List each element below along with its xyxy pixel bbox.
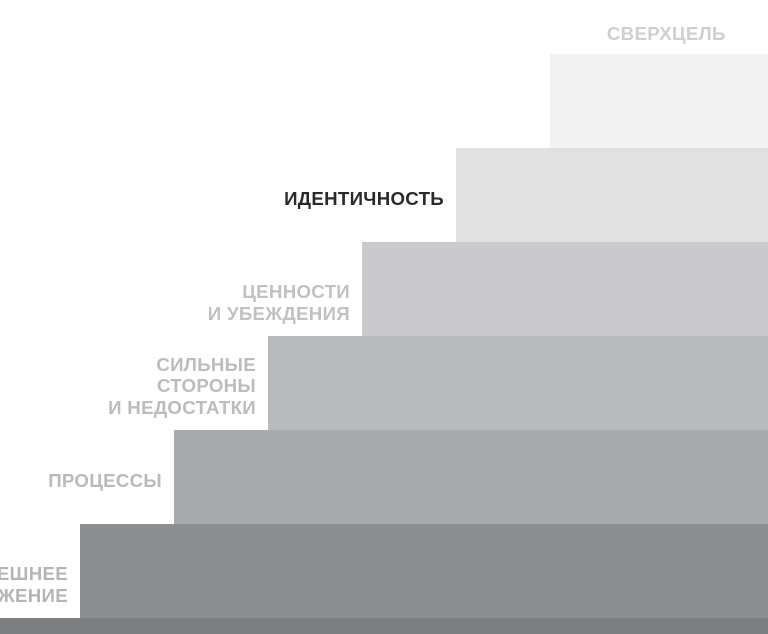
step-label-supergoal: СВЕРХЦЕЛЬ — [607, 23, 726, 44]
step-label-values: ЦЕННОСТИ И УБЕЖДЕНИЯ — [208, 281, 350, 324]
step-processes — [174, 430, 768, 524]
step-label-processes: ПРОЦЕССЫ — [48, 470, 162, 491]
step-environment — [80, 524, 768, 618]
step-base — [0, 618, 768, 634]
step-label-identity: ИДЕНТИЧНОСТЬ — [284, 188, 444, 209]
staircase-diagram: СВЕРХЦЕЛЬ ИДЕНТИЧНОСТЬ ЦЕННОСТИ И УБЕЖДЕНИ… — [0, 0, 768, 634]
step-label-environment: ВНЕШНЕЕ ОКРУЖЕНИЕ — [0, 563, 68, 606]
step-identity — [456, 148, 768, 242]
step-label-strengths: СИЛЬНЫЕ СТОРОНЫ И НЕДОСТАТКИ — [108, 354, 256, 418]
step-strengths — [268, 336, 768, 430]
step-supergoal — [550, 54, 768, 148]
step-values — [362, 242, 768, 336]
